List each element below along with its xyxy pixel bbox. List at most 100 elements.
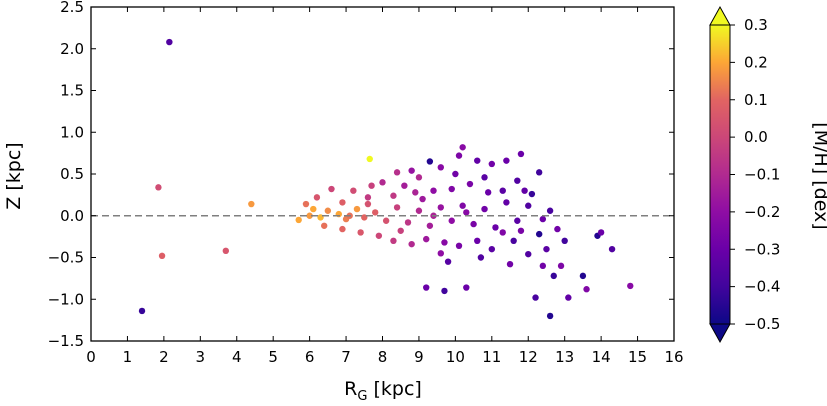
- data-point-91: [368, 182, 375, 189]
- data-point-11: [627, 282, 634, 290]
- x-tick-label-4: 4: [232, 348, 242, 366]
- data-point-35: [455, 152, 463, 159]
- data-point-53: [295, 216, 302, 224]
- data-point-4: [248, 200, 255, 208]
- data-point-7: [426, 158, 434, 165]
- x-tick-label-8: 8: [378, 348, 388, 366]
- data-point-9: [517, 150, 525, 158]
- data-point-93: [401, 182, 408, 189]
- data-point-26: [525, 250, 532, 258]
- data-point-62: [382, 217, 390, 224]
- y-axis-ticks: −1.5 −1.0 −0.5 0.0 0.5 1.0 1.5 2.0 2.5: [48, 0, 674, 350]
- x-axis-ticks: 0 1 2 3 4 5 6 7 8 9 10 11 12 13 14 15 16: [86, 7, 684, 366]
- data-point-17: [565, 294, 572, 301]
- data-point-31: [393, 169, 401, 176]
- x-tick-label-11: 11: [482, 348, 501, 366]
- y-tick-label-8: 2.5: [60, 0, 84, 16]
- colorbar-label: [M/H] [dex]: [810, 122, 827, 229]
- data-point-10: [546, 312, 554, 320]
- x-tick-label-13: 13: [555, 348, 574, 366]
- data-point-67: [437, 204, 444, 211]
- data-point-89: [510, 237, 517, 244]
- data-point-64: [404, 219, 412, 226]
- data-point-95: [484, 189, 492, 196]
- x-tick-label-2: 2: [159, 348, 169, 366]
- data-point-76: [539, 215, 547, 223]
- data-point-83: [408, 240, 415, 248]
- data-point-96: [499, 187, 506, 194]
- colorbar-gradient: [710, 25, 730, 324]
- data-point-88: [488, 245, 496, 253]
- data-point-40: [528, 190, 536, 198]
- x-tick-label-0: 0: [86, 348, 96, 366]
- data-point-94: [419, 195, 426, 203]
- data-point-77: [546, 207, 554, 214]
- data-point-15: [441, 287, 448, 295]
- colorbar: −0.5 −0.4 −0.3 −0.2 −0.1 0.0 0.1 0.2 0.3 [M/H] […: [709, 5, 827, 344]
- x-tick-label-9: 9: [414, 348, 424, 366]
- data-point-13: [608, 245, 616, 253]
- data-point-79: [339, 225, 346, 233]
- colorbar-tick-label-6: 0.1: [744, 91, 768, 109]
- y-tick-label-7: 2.0: [60, 40, 84, 58]
- data-point-74: [514, 217, 521, 224]
- data-point-51: [313, 194, 321, 201]
- data-point-87: [474, 237, 481, 244]
- colorbar-extend-min: [709, 323, 731, 344]
- data-point-84: [423, 235, 430, 243]
- data-point-63: [393, 204, 401, 211]
- data-point-101: [499, 229, 506, 236]
- data-point-0: [166, 38, 173, 46]
- x-tick-label-7: 7: [341, 348, 351, 366]
- data-point-70: [470, 220, 477, 228]
- y-tick-label-3: 0.0: [60, 207, 84, 225]
- data-point-2: [158, 252, 166, 260]
- colorbar-tick-label-5: 0.0: [744, 128, 768, 146]
- data-point-103: [397, 227, 404, 234]
- data-point-86: [455, 242, 463, 250]
- data-point-43: [466, 180, 474, 188]
- x-tick-label-15: 15: [628, 348, 647, 366]
- data-point-68: [448, 217, 455, 224]
- y-axis-label: Z [kpc]: [3, 142, 25, 209]
- data-point-24: [444, 258, 452, 265]
- data-point-46: [412, 189, 419, 196]
- data-point-19: [463, 284, 470, 291]
- data-point-97: [521, 187, 528, 194]
- data-point-44: [448, 185, 455, 193]
- colorbar-tick-label-0: −0.5: [744, 315, 780, 333]
- y-tick-label-0: −1.5: [48, 332, 84, 350]
- data-point-92: [339, 199, 346, 206]
- data-point-37: [488, 160, 496, 168]
- colorbar-tick-label-1: −0.4: [744, 278, 780, 296]
- data-points: [138, 38, 634, 320]
- data-point-106: [310, 205, 317, 213]
- data-point-108: [463, 209, 470, 216]
- colorbar-tick-label-2: −0.3: [744, 240, 780, 258]
- y-tick-label-6: 1.5: [60, 82, 84, 100]
- colorbar-tick-label-8: 0.3: [744, 16, 768, 34]
- data-point-71: [481, 205, 488, 213]
- x-tick-label-6: 6: [305, 348, 315, 366]
- y-tick-label-4: 0.5: [60, 165, 84, 183]
- x-tick-label-12: 12: [519, 348, 538, 366]
- data-point-23: [437, 250, 444, 257]
- data-point-5: [138, 307, 146, 315]
- data-point-22: [539, 262, 547, 270]
- data-point-61: [372, 209, 379, 216]
- data-point-8: [459, 144, 466, 151]
- data-point-50: [328, 185, 335, 193]
- colorbar-ticks: −0.5 −0.4 −0.3 −0.2 −0.1 0.0 0.1 0.2 0.3: [730, 16, 780, 333]
- x-tick-label-1: 1: [123, 348, 133, 366]
- data-point-25: [506, 260, 514, 268]
- data-point-20: [550, 272, 557, 280]
- data-point-32: [408, 167, 415, 174]
- x-axis-label: RG [kpc]: [344, 378, 422, 404]
- data-point-100: [554, 225, 561, 233]
- data-point-30: [535, 230, 543, 238]
- data-point-38: [503, 157, 510, 164]
- data-point-1: [155, 184, 162, 191]
- data-point-29: [597, 229, 605, 236]
- colorbar-extend-max: [709, 5, 731, 26]
- data-point-73: [503, 199, 510, 206]
